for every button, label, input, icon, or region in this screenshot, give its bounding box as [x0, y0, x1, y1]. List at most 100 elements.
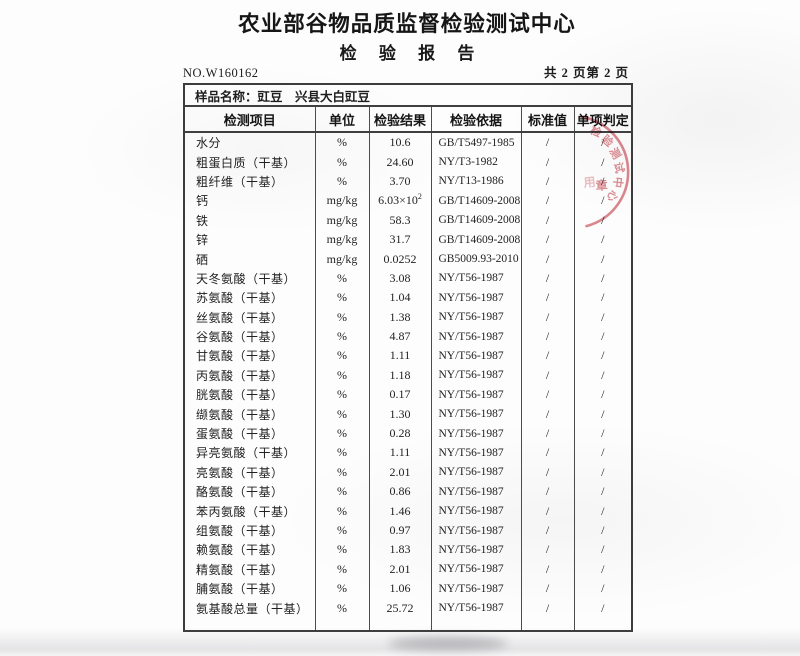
cell-standard: /	[521, 171, 575, 192]
cell-standard: /	[521, 191, 575, 211]
col-header-unit: 单位	[315, 106, 370, 133]
cell-standard: /	[521, 346, 575, 366]
cell-standard: /	[521, 249, 575, 269]
cell-unit: %	[315, 346, 370, 366]
cell-item: 丙氨酸（干基）	[184, 365, 316, 386]
cell-basis: NY/T56-1987	[431, 482, 522, 502]
cell-result: 1.46	[369, 501, 432, 521]
cell-item: 天冬氨酸（干基）	[184, 268, 316, 289]
cell-standard: /	[521, 210, 575, 230]
cell-judgement: /	[601, 173, 605, 188]
table-row: 精氨酸（干基）% 2.01 NY/T56-1987//	[184, 559, 632, 579]
table-row: 异亮氨酸（干基）% 1.11 NY/T56-1987//	[184, 443, 632, 463]
table-row: 甘氨酸（干基）% 1.11 NY/T56-1987//	[184, 346, 632, 366]
cell-result: 1.11	[369, 443, 432, 463]
cell-judgement: /	[601, 542, 605, 557]
cell-standard: /	[521, 520, 575, 541]
cell-standard: /	[521, 404, 575, 424]
spacer-cell	[521, 617, 575, 631]
cell-judgement: /	[601, 600, 605, 615]
sample-name: 样品名称：豇豆 兴县大白豇豆	[184, 84, 633, 107]
cell-judgement: /	[601, 387, 605, 402]
cell-result: 4.87	[369, 326, 432, 347]
cell-unit: %	[315, 268, 370, 289]
table-row: 钙 mg/kg 6.03×102 GB/T14609-2008//	[184, 191, 632, 211]
cell-standard: /	[521, 559, 575, 579]
report-document: 农业部谷物品质监督检验测试中心 检 验 报 告 NO.W160162 共 2 页…	[183, 0, 634, 632]
col-header-item: 检测项目	[184, 106, 316, 133]
cell-unit: %	[315, 598, 370, 618]
cell-unit: %	[315, 288, 370, 308]
cell-standard: /	[521, 423, 575, 444]
cell-unit: %	[315, 152, 370, 172]
cell-item: 谷氨酸（干基）	[184, 326, 316, 347]
cell-item: 赖氨酸（干基）	[184, 540, 316, 560]
cell-result: 2.01	[369, 559, 432, 579]
cell-basis: NY/T56-1987	[431, 365, 522, 386]
cell-standard: /	[521, 578, 575, 599]
cell-basis: GB/T14609-2008	[431, 229, 522, 250]
cell-result: 0.28	[369, 423, 432, 444]
cell-basis: NY/T56-1987	[431, 404, 522, 424]
cell-result: 1.38	[369, 307, 432, 327]
cell-result: 0.86	[369, 482, 432, 502]
cell-item: 苏氨酸（干基）	[184, 288, 316, 308]
cell-unit: %	[315, 540, 370, 560]
cell-basis: NY/T56-1987	[431, 307, 522, 327]
results-table: 样品名称：豇豆 兴县大白豇豆 检测项目 单位 检验结果 检验依据 标准值 单项判…	[183, 83, 634, 632]
cell-standard: /	[521, 229, 575, 250]
cell-unit: %	[315, 462, 370, 483]
cell-standard: /	[521, 540, 575, 560]
cell-basis: NY/T56-1987	[431, 520, 522, 541]
cell-basis: NY/T56-1987	[431, 385, 522, 405]
table-row: 氨基酸总量（干基）% 25.72 NY/T56-1987//	[184, 598, 632, 618]
cell-result: 24.60	[369, 152, 432, 172]
table-row: 铁 mg/kg 58.3 GB/T14609-2008//	[184, 210, 632, 230]
cell-basis: NY/T56-1987	[431, 540, 522, 560]
cell-judgement: /	[601, 135, 605, 150]
cell-basis: NY/T56-1987	[431, 443, 522, 463]
cell-item: 组氨酸（干基）	[184, 520, 316, 541]
cell-item: 酪氨酸（干基）	[184, 482, 316, 502]
cell-result: 1.06	[369, 578, 432, 599]
cell-judgement: /	[601, 232, 605, 247]
cell-judgement: /	[601, 464, 605, 479]
cell-judgement: /	[601, 581, 605, 596]
cell-unit: mg/kg	[315, 210, 370, 230]
scan-bottom-shadow	[0, 628, 800, 656]
table-row: 锌 mg/kg 31.7 GB/T14609-2008//	[184, 229, 632, 250]
cell-item: 硒	[184, 249, 316, 269]
table-row: 亮氨酸（干基）% 2.01 NY/T56-1987//	[184, 462, 632, 483]
cell-judgement: /	[601, 406, 605, 421]
cell-basis: NY/T56-1987	[431, 578, 522, 599]
cell-item: 脯氨酸（干基）	[184, 578, 316, 599]
col-header-basis: 检验依据	[431, 106, 522, 133]
cell-judgement: /	[601, 309, 605, 324]
cell-item: 钙	[184, 191, 316, 211]
cell-unit: %	[315, 423, 370, 444]
cell-standard: /	[521, 598, 575, 618]
cell-basis: NY/T13-1986	[431, 171, 522, 192]
cell-item: 粗纤维（干基）	[184, 171, 316, 192]
table-row: 缬氨酸（干基）% 1.30 NY/T56-1987//	[184, 404, 632, 424]
table-row: 硒 mg/kg 0.0252 GB5009.93-2010//	[184, 249, 632, 269]
cell-judgement: /	[601, 270, 605, 285]
cell-unit: %	[315, 559, 370, 579]
spacer-cell	[574, 618, 632, 631]
cell-unit: %	[315, 171, 370, 192]
cell-standard: /	[521, 385, 575, 405]
table-row: 苏氨酸（干基）% 1.04 NY/T56-1987//	[184, 288, 632, 308]
cell-result: 1.11	[369, 346, 432, 366]
cell-basis: NY/T56-1987	[431, 559, 522, 579]
cell-unit: %	[315, 520, 370, 541]
cell-judgement: /	[601, 154, 605, 169]
cell-standard: /	[521, 501, 575, 521]
cell-unit: %	[315, 404, 370, 424]
cell-item: 甘氨酸（干基）	[184, 346, 316, 366]
col-header-standard: 标准值	[521, 106, 575, 133]
cell-basis: NY/T56-1987	[431, 423, 522, 444]
cell-unit: mg/kg	[315, 249, 370, 269]
cell-basis: NY/T56-1987	[431, 268, 522, 289]
report-title: 检 验 报 告	[339, 44, 484, 63]
cell-item: 胱氨酸（干基）	[184, 385, 316, 405]
